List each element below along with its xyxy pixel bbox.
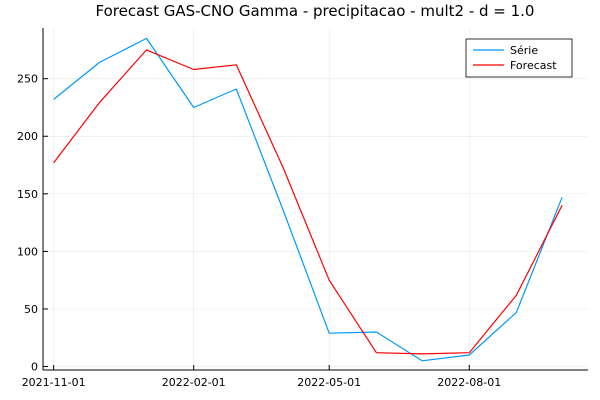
y-tick-label: 250	[17, 73, 38, 86]
chart-title: Forecast GAS-CNO Gamma - precipitacao - …	[96, 2, 535, 20]
legend-label: Série	[510, 44, 538, 57]
series-line-s-rie	[53, 37, 563, 362]
x-tick-label: 2022-08-01	[437, 376, 501, 389]
x-tick-label: 2021-11-01	[22, 376, 86, 389]
axes: 2021-11-01 2022-02-01 2022-05-01 2022-08-01…	[17, 28, 588, 389]
y-tick-label: 0	[31, 361, 38, 374]
grid	[43, 28, 588, 370]
x-tick-label: 2022-02-01	[162, 376, 226, 389]
x-tick-label: 2022-05-01	[297, 376, 361, 389]
series-lines	[53, 37, 563, 362]
y-tick-label: 150	[17, 188, 38, 201]
y-tick-label: 100	[17, 245, 38, 258]
legend-label: Forecast	[510, 59, 557, 72]
series-line-forecast	[53, 49, 563, 355]
legend-box	[465, 38, 573, 78]
legend: Série Forecast	[465, 38, 573, 78]
y-tick-label: 50	[24, 303, 38, 316]
y-tick-label: 200	[17, 130, 38, 143]
